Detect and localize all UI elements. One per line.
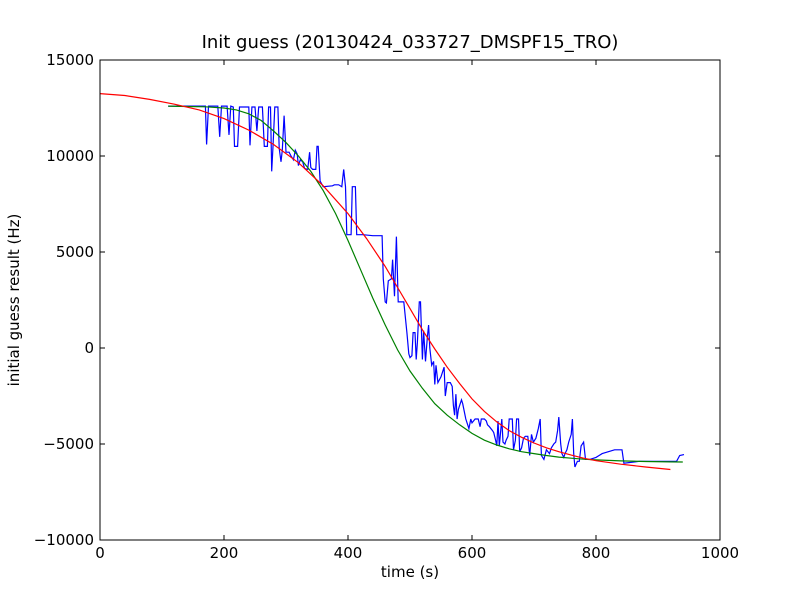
ticks-layer: 0 200 400 600 800 1000 −10000 −5000 0 5000 10000 15… <box>34 51 739 562</box>
x-axis-label: time (s) <box>381 563 439 581</box>
x-tick-label: 600 <box>458 544 487 562</box>
x-tick-label: 200 <box>210 544 239 562</box>
y-tick-label: 15000 <box>46 51 94 69</box>
series-line-3 <box>99 93 671 471</box>
x-tick-label: 800 <box>582 544 611 562</box>
y-tick-label: 5000 <box>56 243 94 261</box>
series-line-2 <box>168 105 683 463</box>
plot-frame <box>99 59 721 541</box>
x-tick-label: 400 <box>334 544 363 562</box>
x-tick-label: 0 <box>95 544 105 562</box>
y-tick-label: 0 <box>84 339 94 357</box>
x-tick-label: 1000 <box>701 544 739 562</box>
y-tick-label: −5000 <box>43 435 94 453</box>
series-line-1 <box>168 105 685 468</box>
series-layer <box>99 93 685 471</box>
y-axis-label: initial guess result (Hz) <box>5 214 23 387</box>
y-tick-label: −10000 <box>34 531 94 549</box>
y-tick-label: 10000 <box>46 147 94 165</box>
chart-title: Init guess (20130424_033727_DMSPF15_TRO) <box>202 32 619 53</box>
